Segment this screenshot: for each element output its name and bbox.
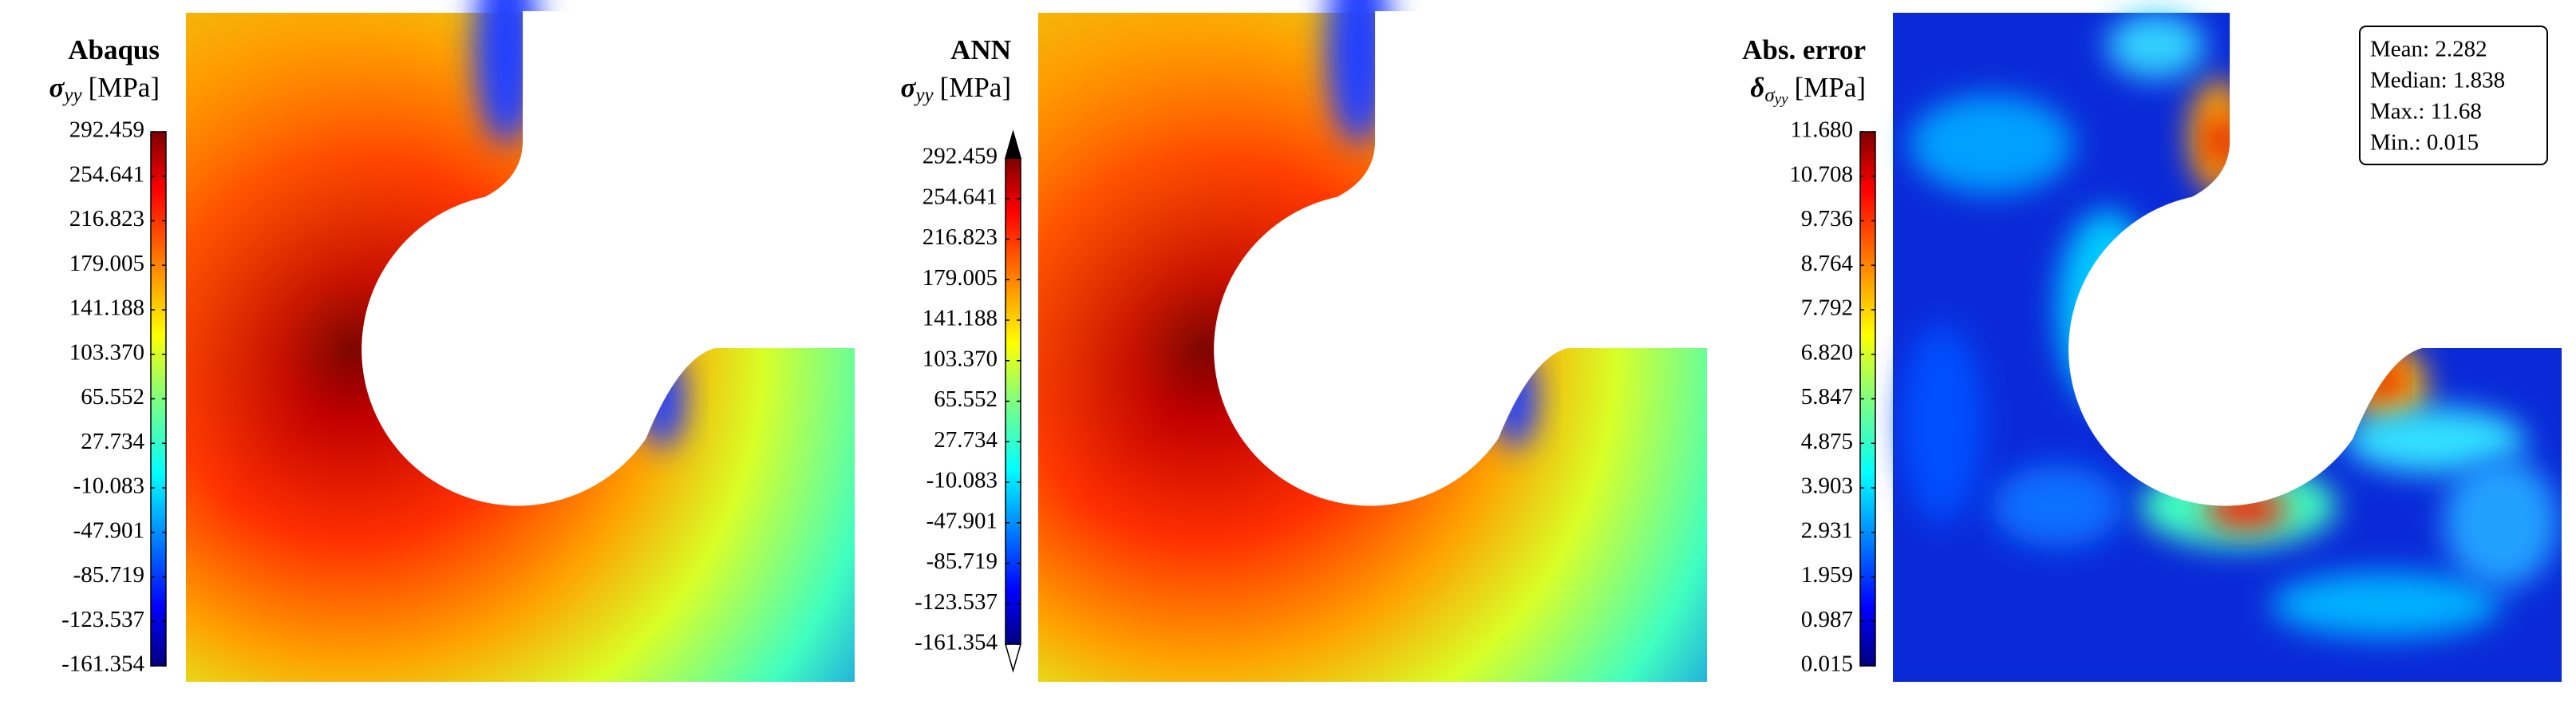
colorbar-tick-label: 27.734 bbox=[81, 429, 144, 454]
colorbar-label: δσyy [MPa] bbox=[1750, 72, 1866, 108]
label-subsubscript: yy bbox=[1773, 91, 1788, 108]
colorbar-tick-label: 292.459 bbox=[923, 144, 998, 169]
colorbar-tick-label: 11.680 bbox=[1790, 117, 1853, 143]
colorbar-tick-label: 103.370 bbox=[923, 346, 998, 371]
field-clip-outer bbox=[855, 4, 904, 695]
colorbar-tick-label: 65.552 bbox=[934, 386, 998, 412]
colorbar-tick-label: 254.641 bbox=[69, 161, 144, 187]
panel-title: ANN bbox=[950, 34, 1011, 65]
stats-text: Min.: 0.015 bbox=[2370, 130, 2479, 156]
panel: -161.354 -123.537 -85.719 -47.901 -10.083 27.… bbox=[49, 0, 904, 695]
stats-text: Mean: 2.282 bbox=[2370, 37, 2487, 62]
colorbar-tick-label: 6.820 bbox=[1801, 339, 1853, 365]
label-symbol: σ bbox=[900, 72, 916, 103]
colorbar-tick-label: -85.719 bbox=[926, 549, 998, 574]
colorbar-label: σyy [MPa] bbox=[900, 72, 1011, 106]
colorbar-tick-label: 3.903 bbox=[1801, 473, 1853, 499]
colorbar-tick-label: 216.823 bbox=[69, 206, 144, 232]
colorbar-tick-label: 1.959 bbox=[1801, 562, 1853, 588]
label-unit: [MPa] bbox=[89, 72, 160, 103]
field-spot bbox=[1901, 325, 1984, 523]
notch bbox=[1214, 10, 1709, 506]
colorbar-tick-label: 179.005 bbox=[923, 265, 998, 291]
field bbox=[1038, 0, 1756, 695]
colorbar-tick-label: 65.552 bbox=[81, 384, 144, 410]
colorbar-tick-label: -47.901 bbox=[926, 508, 998, 533]
label-subscript: σ bbox=[1764, 85, 1776, 106]
field-spot bbox=[1326, 0, 1392, 145]
field-spot bbox=[2345, 407, 2526, 473]
colorbar-tick-label: 5.847 bbox=[1801, 384, 1853, 410]
colorbar-tick-label: 141.188 bbox=[923, 306, 998, 331]
label-unit: [MPa] bbox=[940, 72, 1011, 103]
colorbar-tick-label: 0.987 bbox=[1801, 607, 1853, 632]
colorbar-label: σyy [MPa] bbox=[49, 72, 160, 106]
colorbar-tick-label: -47.901 bbox=[73, 517, 144, 543]
colorbar-tick-label: 179.005 bbox=[69, 251, 144, 276]
colorbar-tick-label: 254.641 bbox=[923, 184, 998, 209]
colorbar-tick-label: 216.823 bbox=[923, 224, 998, 250]
colorbar-tick-label: 7.792 bbox=[1801, 295, 1853, 321]
field-spot bbox=[2106, 13, 2206, 79]
label-symbol: δ bbox=[1750, 72, 1764, 103]
field-clip-outer bbox=[1707, 4, 1756, 695]
field-spot bbox=[473, 0, 539, 145]
colorbar-tick-label: -10.083 bbox=[926, 468, 998, 493]
colorbar-tick-label: 103.370 bbox=[69, 339, 144, 365]
label-unit: [MPa] bbox=[1795, 72, 1866, 103]
field-clip-outer bbox=[2562, 4, 2576, 695]
panel-title: Abaqus bbox=[68, 34, 160, 65]
field-spot bbox=[1991, 465, 2124, 548]
colorbar-tick-label: -10.083 bbox=[73, 473, 144, 499]
panel-title: Abs. error bbox=[1742, 34, 1866, 65]
colorbar-tick-label: -123.537 bbox=[61, 607, 144, 632]
panel: 0.015 0.987 1.959 2.931 3.903 4.875 5.847 6.820… bbox=[1742, 4, 2576, 695]
stats-text: Median: 1.838 bbox=[2370, 68, 2505, 93]
colorbar-tick-label: 2.931 bbox=[1801, 517, 1853, 543]
colorbar-tick-label: 8.764 bbox=[1801, 251, 1854, 276]
stats-box bbox=[2359, 26, 2548, 165]
colorbar-extend-max bbox=[1005, 129, 1021, 159]
colorbar-tick-label: 10.708 bbox=[1789, 161, 1853, 187]
colorbar-tick-label: -123.537 bbox=[915, 589, 998, 615]
stats-text: Max.: 11.68 bbox=[2370, 99, 2482, 125]
colorbar-tick-label: 0.015 bbox=[1801, 651, 1853, 677]
colorbar-tick-label: -85.719 bbox=[73, 562, 144, 588]
colorbar-tick-label: 292.459 bbox=[69, 117, 144, 143]
colorbar-tick-label: 4.875 bbox=[1801, 429, 1853, 454]
colorbar-tick-label: 141.188 bbox=[69, 295, 144, 321]
panel: -161.354 -123.537 -85.719 -47.901 -10.083 27.… bbox=[900, 0, 1756, 695]
colorbar-extend-min bbox=[1005, 644, 1021, 673]
field bbox=[186, 0, 904, 695]
colorbar-tick-label: 27.734 bbox=[934, 427, 998, 453]
label-subscript: yy bbox=[913, 85, 934, 106]
colorbar-tick-label: -161.354 bbox=[915, 630, 998, 655]
field-spot bbox=[2443, 456, 2558, 588]
colorbar-tick-label: -161.354 bbox=[61, 651, 144, 677]
field-spot bbox=[1909, 94, 2074, 194]
field-spot bbox=[2208, 117, 2235, 164]
label-subscript: yy bbox=[61, 85, 82, 106]
label-symbol: σ bbox=[49, 72, 65, 103]
field-spot bbox=[2270, 572, 2501, 638]
colorbar-tick-label: 9.736 bbox=[1801, 206, 1853, 232]
notch bbox=[362, 10, 857, 506]
